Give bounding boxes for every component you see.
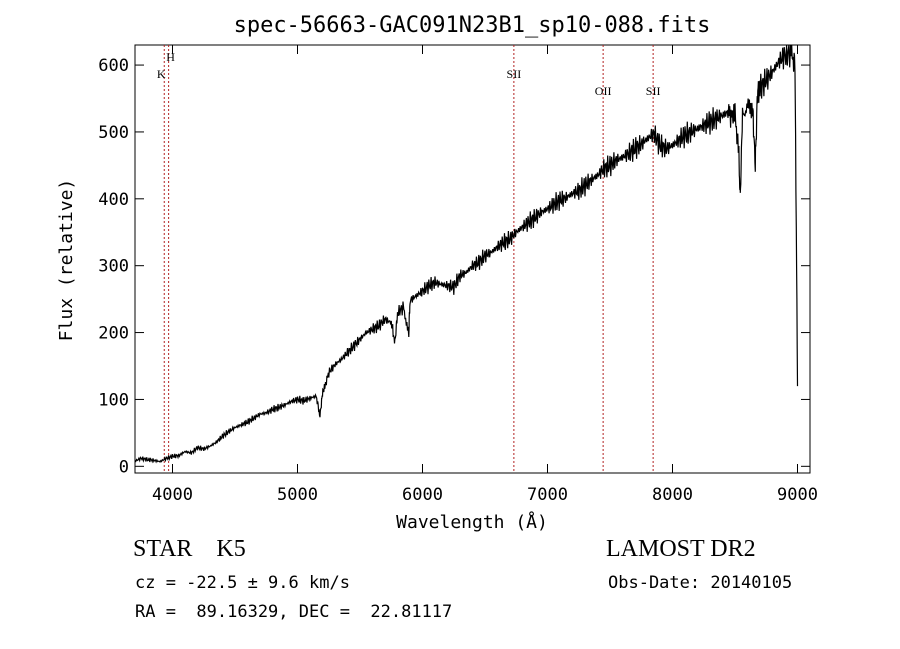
- x-tick-label-5: 9000: [777, 485, 818, 505]
- y-tick-label-6: 600: [98, 56, 129, 76]
- y-axis-label: Flux (relative): [56, 179, 77, 342]
- spectral-line-label-2: SII: [507, 67, 522, 81]
- y-axis: 0 100 200 300 400 500 600: [98, 56, 810, 477]
- x-axis: 4000 5000 6000 7000 8000 9000: [152, 45, 818, 505]
- y-tick-label-5: 500: [98, 123, 129, 143]
- spectral-line-label-4: SII: [646, 84, 661, 98]
- spectrum-chart: spec-56663-GAC091N23B1_sp10-088.fits 400…: [56, 13, 818, 533]
- spectral-line-label-3: OII: [595, 84, 612, 98]
- x-tick-label-1: 5000: [277, 485, 318, 505]
- y-tick-label-0: 0: [119, 457, 129, 477]
- x-tick-label-0: 4000: [152, 485, 193, 505]
- y-tick-label-3: 300: [98, 257, 129, 277]
- spectral-line-label-0: K: [157, 67, 166, 81]
- spectral-lines: KH SII OII SII: [157, 45, 661, 473]
- x-tick-label-4: 8000: [652, 485, 693, 505]
- spectrum-line: [134, 44, 799, 464]
- survey-name: LAMOST DR2: [606, 536, 756, 562]
- plot-frame: [134, 44, 811, 474]
- object-class: STAR K5: [133, 536, 246, 562]
- redshift-velocity: cz = -22.5 ± 9.6 km/s: [135, 573, 350, 593]
- y-tick-label-2: 200: [98, 324, 129, 344]
- spectral-line-label-1: H: [166, 50, 175, 64]
- chart-title: spec-56663-GAC091N23B1_sp10-088.fits: [234, 13, 711, 38]
- observation-date: Obs-Date: 20140105: [608, 573, 793, 593]
- x-tick-label-2: 6000: [402, 485, 443, 505]
- coordinates: RA = 89.16329, DEC = 22.81117: [135, 602, 453, 622]
- x-tick-label-3: 7000: [527, 485, 568, 505]
- y-tick-label-4: 400: [98, 190, 129, 210]
- y-tick-label-1: 100: [98, 390, 129, 410]
- x-axis-label: Wavelength (Å): [396, 511, 548, 533]
